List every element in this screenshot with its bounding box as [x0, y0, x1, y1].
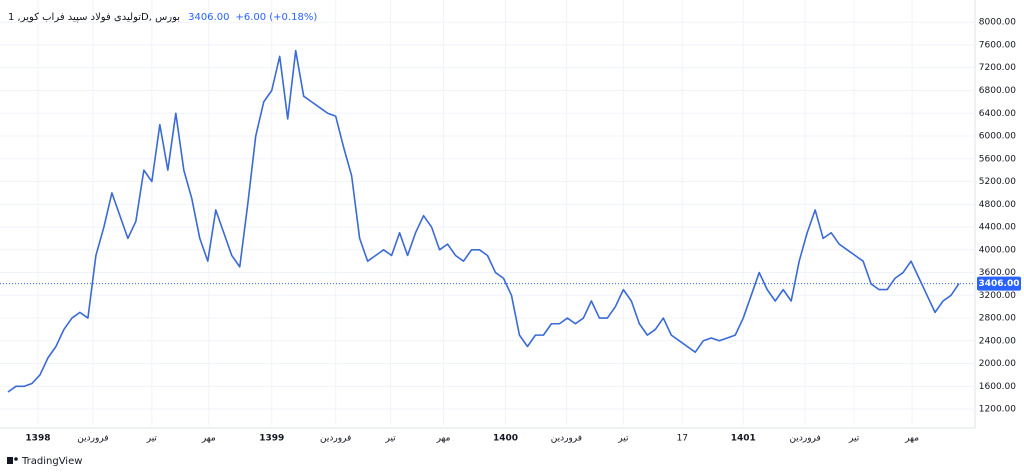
logo-icon: [14, 457, 18, 461]
x-tick-label: مهر: [904, 434, 919, 444]
y-tick-label: 2800.00: [979, 314, 1016, 324]
plot: [0, 49, 975, 393]
price: 3406.00: [188, 12, 229, 23]
chart-title: تولیدی فولاد سپید فراب کویر, 1D, بورس: [8, 12, 180, 23]
y-tick-label: 3200.00: [979, 291, 1016, 301]
y-tick-label: 5200.00: [979, 177, 1016, 187]
x-tick-label: تیر: [146, 434, 158, 444]
x-tick-label: تیر: [385, 434, 397, 444]
y-tick-label: 6000.00: [979, 132, 1016, 142]
x-tick-label: مهر: [201, 434, 216, 444]
x-tick-label: فروردین: [551, 434, 582, 444]
y-tick-label: 1600.00: [979, 382, 1016, 392]
y-tick-label: 1200.00: [979, 405, 1016, 415]
brand: TradingView: [21, 456, 82, 467]
y-tick-label: 5600.00: [979, 154, 1016, 164]
y-tick-label: 6800.00: [979, 86, 1016, 96]
x-tick-label: 1401: [731, 434, 756, 444]
x-tick-label: 17: [677, 434, 688, 444]
y-tick-label: 2000.00: [979, 359, 1016, 369]
price-line: [7, 49, 960, 393]
y-tick-label: 4400.00: [979, 223, 1016, 233]
y-tick-label: 7600.00: [979, 40, 1016, 50]
y-tick-label: 8000.00: [979, 18, 1016, 28]
x-tick-label: مهر: [436, 434, 451, 444]
y-tick-label: 6400.00: [979, 109, 1016, 119]
last-price-box: [977, 276, 1021, 291]
y-tick-label: 3600.00: [979, 268, 1016, 278]
last-price-label: 3406.00: [979, 279, 1020, 289]
logo: TradingView: [7, 456, 82, 467]
x-tick-label: تیر: [848, 434, 860, 444]
y-tick-label: 4800.00: [979, 200, 1016, 210]
x-tick-label: 1400: [493, 434, 518, 444]
x-tick-label: 1398: [25, 434, 50, 444]
x-tick-label: تیر: [617, 434, 629, 444]
y-tick-label: 2400.00: [979, 336, 1016, 346]
change: +6.00 (+0.18%): [235, 12, 317, 23]
logo-icon: [7, 457, 13, 464]
x-tick-label: فروردین: [77, 434, 108, 444]
x-tick-label: فروردین: [320, 434, 351, 444]
grid: [0, 0, 975, 425]
x-tick-label: 1399: [259, 434, 284, 444]
y-tick-label: 7200.00: [979, 63, 1016, 73]
y-tick-label: 4000.00: [979, 245, 1016, 255]
x-tick-label: فروردین: [790, 434, 821, 444]
